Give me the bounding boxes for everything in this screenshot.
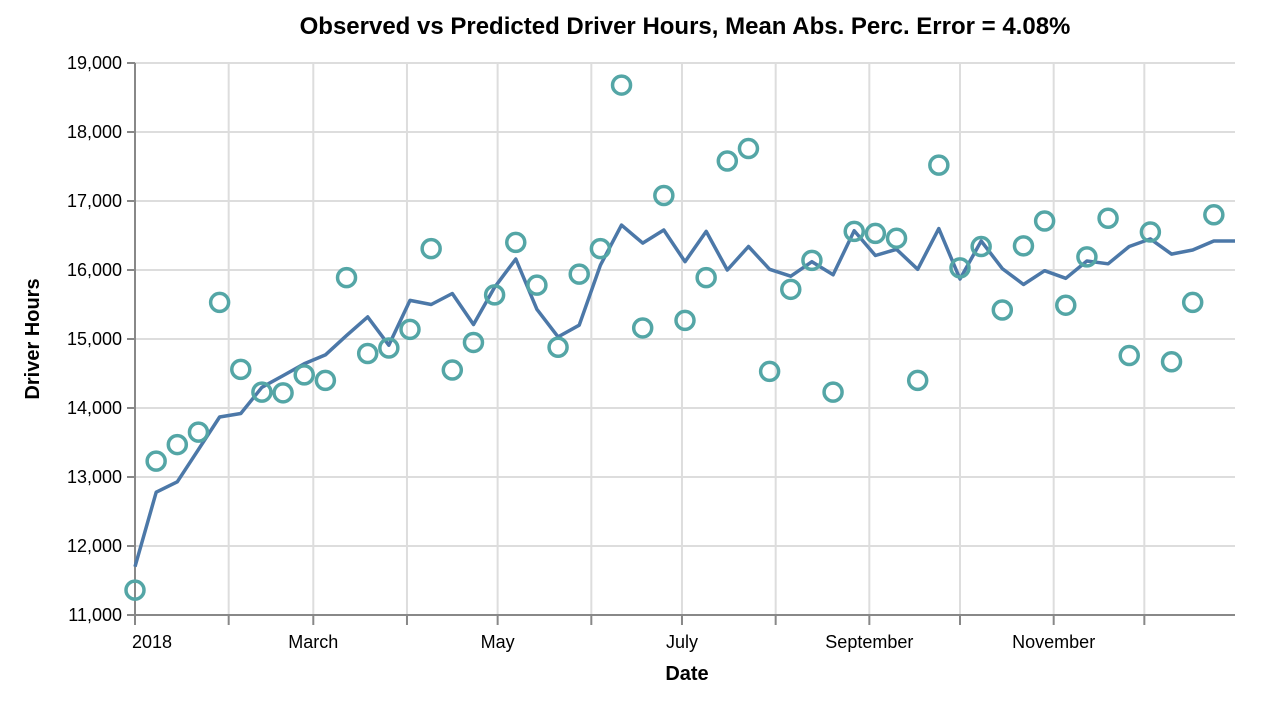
- x-tick-label: September: [825, 632, 913, 652]
- x-tick-label: November: [1012, 632, 1095, 652]
- observed-point: [526, 274, 548, 296]
- observed-point: [780, 278, 802, 301]
- y-tick-label: 18,000: [67, 122, 122, 142]
- observed-point: [420, 237, 442, 260]
- y-axis: 11,000 12,000 13,000 14,000 15,000 16,000 17,0…: [67, 53, 136, 625]
- observed-point: [505, 231, 527, 254]
- y-tick-label: 16,000: [67, 260, 122, 280]
- y-tick-label: 14,000: [67, 398, 122, 418]
- observed-point: [166, 433, 189, 456]
- y-tick-label: 13,000: [67, 467, 122, 487]
- observed-point: [378, 337, 400, 359]
- observed-point: [399, 318, 421, 341]
- predicted-series: [133, 223, 1235, 568]
- observed-point: [1118, 344, 1140, 367]
- observed-point: [1055, 294, 1077, 316]
- y-tick-label: 15,000: [67, 329, 122, 349]
- observed-point: [822, 381, 844, 403]
- x-axis-title: Date: [665, 663, 708, 685]
- observed-point: [1033, 210, 1056, 232]
- observed-point: [885, 227, 908, 250]
- observed-point: [356, 342, 379, 365]
- observed-point: [251, 381, 273, 403]
- x-tick-label: July: [666, 632, 698, 652]
- observed-point: [547, 336, 569, 359]
- observed-point: [864, 222, 887, 245]
- observed-point: [483, 284, 506, 306]
- y-tick-label: 11,000: [68, 605, 122, 625]
- observed-series: [124, 74, 1225, 601]
- observed-point: [758, 360, 781, 383]
- observed-point: [653, 184, 675, 207]
- observed-point: [589, 237, 612, 260]
- observed-point: [1160, 351, 1183, 373]
- y-gridlines: [135, 62, 1235, 616]
- observed-point: [187, 421, 210, 443]
- observed-point: [970, 235, 992, 258]
- observed-point: [716, 150, 739, 172]
- observed-point: [610, 74, 633, 96]
- observed-point: [441, 359, 464, 381]
- observed-point: [462, 331, 485, 354]
- observed-point: [230, 358, 252, 381]
- observed-point: [145, 450, 167, 472]
- observed-point: [949, 257, 971, 279]
- x-axis: 2018 March May July September November: [132, 614, 1235, 652]
- x-tick-label: March: [288, 632, 338, 652]
- observed-point: [674, 309, 696, 332]
- y-tick-label: 17,000: [67, 191, 122, 211]
- chart-title: Observed vs Predicted Driver Hours, Mean…: [300, 13, 1071, 40]
- y-axis-title: Driver Hours: [22, 278, 44, 399]
- observed-point: [906, 369, 929, 392]
- observed-point: [1139, 221, 1162, 243]
- predicted-line: [133, 223, 1235, 568]
- observed-point: [928, 154, 950, 176]
- y-tick-label: 12,000: [67, 536, 122, 556]
- observed-point: [737, 137, 760, 160]
- observed-point: [991, 299, 1014, 321]
- y-tick-label: 19,000: [67, 53, 122, 73]
- observed-point: [1181, 291, 1204, 314]
- observed-point: [124, 579, 146, 601]
- x-tick-label: 2018: [132, 632, 172, 652]
- observed-point: [1076, 246, 1098, 268]
- observed-point: [1203, 204, 1225, 226]
- x-tick-label: May: [481, 632, 515, 652]
- observed-point: [801, 249, 823, 272]
- observed-point: [1097, 207, 1119, 229]
- observed-point: [335, 266, 358, 289]
- observed-point: [843, 220, 865, 243]
- observed-point: [314, 369, 337, 392]
- observed-point: [272, 382, 294, 404]
- observed-point: [208, 291, 231, 314]
- observed-point: [568, 263, 590, 285]
- observed-point: [293, 364, 315, 386]
- observed-point: [631, 317, 654, 339]
- observed-point: [695, 266, 717, 289]
- observed-point: [1012, 235, 1035, 257]
